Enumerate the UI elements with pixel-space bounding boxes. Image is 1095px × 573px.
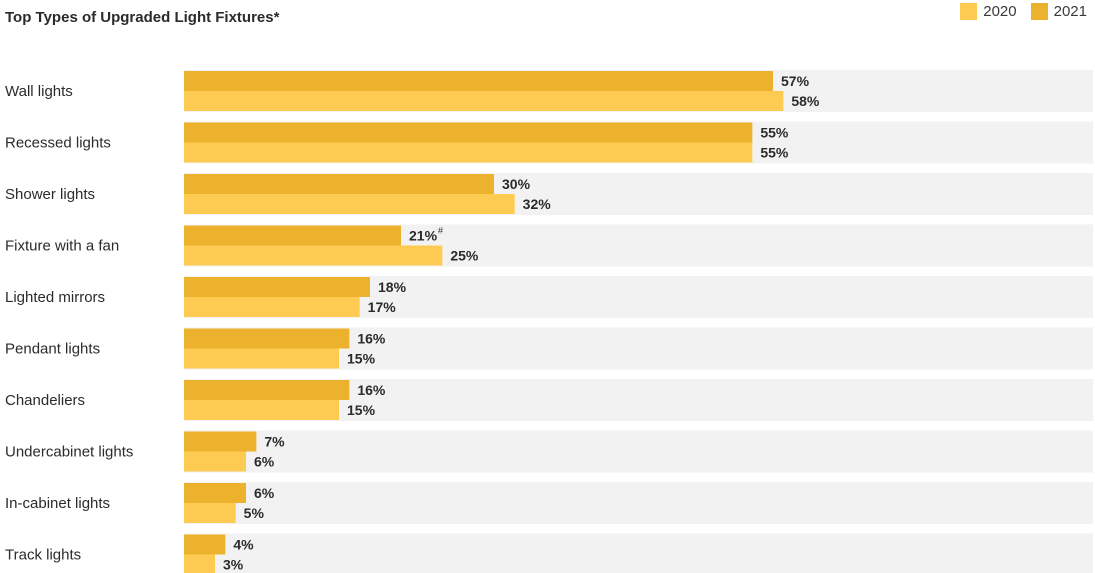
category-label-lighted-mirrors: Lighted mirrors — [5, 289, 105, 306]
bar-2020-wall-lights — [184, 91, 784, 111]
category-label-fixture-with-a-fan: Fixture with a fan — [5, 238, 119, 255]
chart-title: Top Types of Upgraded Light Fixtures* — [5, 9, 280, 26]
bar-2021-recessed-lights — [184, 122, 753, 143]
bar-2021-shower-lights — [184, 174, 494, 194]
legend: 2020 2021 — [960, 3, 1087, 20]
value-label-2021-track-lights: 4% — [233, 537, 254, 553]
value-label-2020-shower-lights: 32% — [523, 196, 552, 212]
legend-item-2021: 2021 — [1030, 3, 1087, 20]
value-note-2021-fixture-with-a-fan: # — [438, 226, 443, 236]
bar-2020-recessed-lights — [184, 142, 753, 163]
legend-swatch-2021 — [1030, 3, 1048, 20]
value-label-2021-fixture-with-a-fan: 21% — [409, 228, 438, 244]
legend-swatch-2020 — [960, 3, 978, 20]
value-label-2021-chandeliers: 16% — [357, 382, 386, 398]
bar-2020-track-lights — [184, 554, 215, 573]
category-label-shower-lights: Shower lights — [5, 186, 95, 203]
value-label-2021-shower-lights: 30% — [502, 176, 531, 192]
value-label-2020-in-cabinet-lights: 5% — [244, 505, 265, 521]
value-label-2021-wall-lights: 57% — [781, 73, 810, 89]
legend-label-2020: 2020 — [983, 3, 1017, 20]
bar-2020-chandeliers — [184, 400, 339, 420]
bar-2020-fixture-with-a-fan — [184, 245, 443, 266]
value-label-2021-lighted-mirrors: 18% — [378, 279, 407, 295]
value-label-2020-lighted-mirrors: 17% — [368, 299, 397, 315]
bar-2020-in-cabinet-lights — [184, 503, 236, 523]
category-label-pendant-lights: Pendant lights — [5, 341, 100, 358]
bar-2021-undercabinet-lights — [184, 431, 257, 452]
category-label-track-lights: Track lights — [5, 547, 81, 564]
category-label-chandeliers: Chandeliers — [5, 392, 85, 409]
bar-2021-pendant-lights — [184, 328, 350, 349]
legend-item-2020: 2020 — [960, 3, 1017, 20]
value-label-2020-wall-lights: 58% — [791, 93, 820, 109]
bar-2020-shower-lights — [184, 194, 515, 214]
value-label-2021-recessed-lights: 55% — [760, 125, 789, 141]
row-background-in-cabinet-lights — [184, 482, 1093, 524]
row-background-track-lights — [184, 533, 1093, 573]
value-label-2021-in-cabinet-lights: 6% — [254, 485, 275, 501]
bar-2021-in-cabinet-lights — [184, 483, 246, 503]
legend-label-2021: 2021 — [1053, 3, 1087, 20]
row-background-undercabinet-lights — [184, 430, 1093, 473]
value-label-2020-chandeliers: 15% — [347, 402, 376, 418]
category-label-wall-lights: Wall lights — [5, 83, 73, 100]
value-label-2021-undercabinet-lights: 7% — [264, 434, 285, 450]
bar-2021-lighted-mirrors — [184, 277, 370, 297]
value-label-2020-recessed-lights: 55% — [760, 145, 789, 161]
value-label-2020-fixture-with-a-fan: 25% — [450, 248, 479, 264]
value-label-2020-pendant-lights: 15% — [347, 351, 376, 367]
bar-2021-fixture-with-a-fan — [184, 225, 401, 246]
category-label-undercabinet-lights: Undercabinet lights — [5, 444, 133, 461]
value-label-2020-undercabinet-lights: 6% — [254, 454, 275, 470]
bar-2020-pendant-lights — [184, 348, 339, 369]
bar-2021-chandeliers — [184, 380, 350, 400]
category-label-recessed-lights: Recessed lights — [5, 135, 111, 152]
value-label-2021-pendant-lights: 16% — [357, 331, 386, 347]
bar-2021-track-lights — [184, 534, 226, 555]
bar-2020-lighted-mirrors — [184, 297, 360, 317]
value-label-2020-track-lights: 3% — [223, 557, 244, 573]
category-label-in-cabinet-lights: In-cabinet lights — [5, 495, 110, 512]
bar-2020-undercabinet-lights — [184, 451, 246, 472]
bar-2021-wall-lights — [184, 71, 773, 91]
